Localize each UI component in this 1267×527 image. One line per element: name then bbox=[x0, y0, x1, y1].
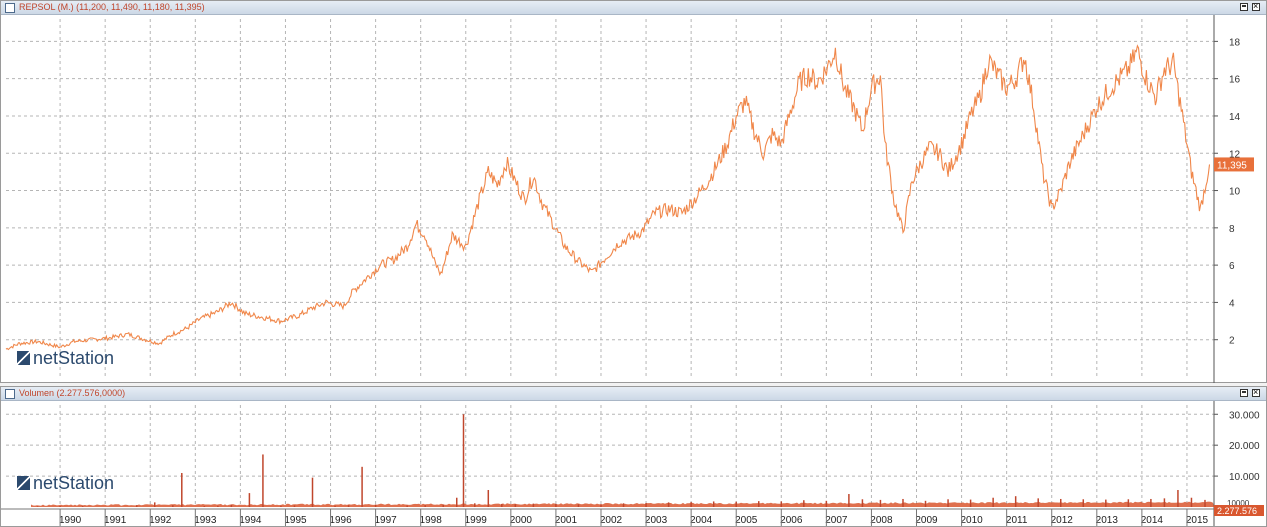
x-tick-label: 1998 bbox=[420, 515, 443, 526]
last-price-marker bbox=[1214, 157, 1254, 172]
last-volume-label: 2.277.576 bbox=[1217, 506, 1257, 516]
x-tick-label: 1997 bbox=[374, 515, 397, 526]
x-tick-label: 2014 bbox=[1141, 515, 1164, 526]
maximize-button[interactable] bbox=[1240, 3, 1248, 11]
volume-y-tick-label: 20.000 bbox=[1229, 441, 1260, 452]
price-y-tick-label: 18 bbox=[1229, 37, 1241, 48]
x-tick-label: 2003 bbox=[645, 515, 668, 526]
volume-truncated-tick-label: 10000 bbox=[1227, 499, 1250, 508]
x-tick-label: 2011 bbox=[1006, 515, 1028, 526]
close-button[interactable] bbox=[1252, 0, 1260, 12]
x-tick-label: 1996 bbox=[329, 515, 352, 526]
volume-panel-titlebar: Volumen (2.277.576,0000) bbox=[1, 386, 1266, 401]
x-tick-label: 2012 bbox=[1051, 515, 1074, 526]
x-tick-label: 2002 bbox=[600, 515, 623, 526]
netstation-logo-icon bbox=[17, 476, 30, 490]
panel-icon[interactable] bbox=[5, 3, 15, 13]
volume-y-tick-label: 10.000 bbox=[1229, 472, 1260, 483]
x-tick-label: 2013 bbox=[1096, 515, 1119, 526]
volume-y-tick-label: 30.000 bbox=[1229, 410, 1260, 421]
x-tick-label: 1993 bbox=[194, 515, 217, 526]
price-y-tick-label: 12 bbox=[1229, 149, 1241, 160]
price-line-chart[interactable]: 2 4 6 8 10 12 14 16 18 11,395 bbox=[1, 15, 1266, 383]
x-tick-label: 1995 bbox=[284, 515, 307, 526]
panel-icon[interactable] bbox=[5, 389, 15, 399]
x-tick-label: 2006 bbox=[780, 515, 803, 526]
volume-baseline-area bbox=[31, 501, 1214, 507]
netstation-logo: netStation bbox=[17, 473, 114, 494]
x-tick-label: 2009 bbox=[915, 515, 938, 526]
netstation-logo: netStation bbox=[17, 348, 114, 369]
volume-panel-title: Volumen (2.277.576,0000) bbox=[19, 388, 126, 398]
price-y-tick-label: 14 bbox=[1229, 112, 1241, 123]
last-price-label: 11,395 bbox=[1217, 160, 1247, 171]
x-tick-label: 1990 bbox=[59, 515, 82, 526]
x-tick-label: 2010 bbox=[960, 515, 983, 526]
x-tick-label: 2008 bbox=[870, 515, 893, 526]
x-tick-label: 2005 bbox=[735, 515, 758, 526]
price-y-tick-label: 6 bbox=[1229, 261, 1235, 272]
last-volume-marker bbox=[1214, 505, 1264, 516]
price-y-tick-label: 2 bbox=[1229, 336, 1235, 347]
price-y-tick-label: 16 bbox=[1229, 75, 1241, 86]
x-tick-label: 2015 bbox=[1186, 515, 1209, 526]
x-tick-label: 2001 bbox=[555, 515, 578, 526]
x-tick-label: 2004 bbox=[690, 515, 713, 526]
price-panel-titlebar: REPSOL (M.) (11,200, 11,490, 11,180, 11,… bbox=[1, 0, 1266, 15]
close-button[interactable] bbox=[1252, 386, 1260, 398]
price-chart-panel: REPSOL (M.) (11,200, 11,490, 11,180, 11,… bbox=[0, 0, 1267, 383]
netstation-logo-text: netStation bbox=[33, 473, 115, 493]
x-tick-label: 1994 bbox=[239, 515, 262, 526]
netstation-logo-text: netStation bbox=[33, 348, 115, 368]
price-series-line bbox=[5, 44, 1211, 351]
x-tick-label: 1992 bbox=[149, 515, 172, 526]
volume-chart-panel: Volumen (2.277.576,0000) 10.000 20.000 30.… bbox=[0, 386, 1267, 527]
x-tick-label: 1991 bbox=[104, 515, 127, 526]
price-y-tick-label: 10 bbox=[1229, 187, 1241, 198]
price-panel-title: REPSOL (M.) (11,200, 11,490, 11,180, 11,… bbox=[19, 2, 205, 12]
maximize-button[interactable] bbox=[1240, 389, 1248, 397]
x-tick-label: 2007 bbox=[825, 515, 848, 526]
price-y-tick-label: 8 bbox=[1229, 224, 1235, 235]
x-tick-label: 2000 bbox=[510, 515, 533, 526]
x-tick-label: 1999 bbox=[465, 515, 488, 526]
price-y-tick-label: 4 bbox=[1229, 298, 1235, 309]
netstation-logo-icon bbox=[17, 351, 30, 365]
